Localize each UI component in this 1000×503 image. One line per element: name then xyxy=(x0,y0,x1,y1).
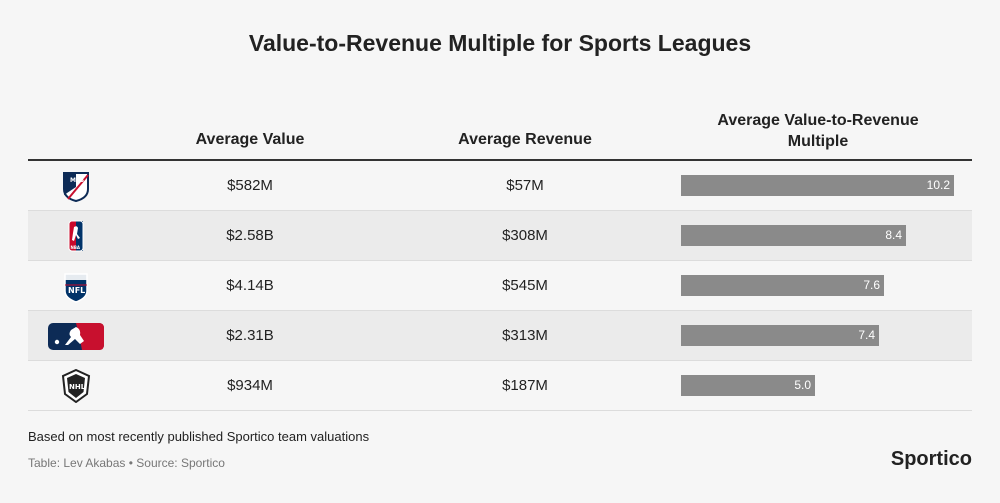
column-header-multiple: Average Value-to-Revenue Multiple xyxy=(680,110,956,152)
average-revenue-cell: $57M xyxy=(506,177,544,194)
source-credit: Table: Lev Akabas • Source: Sportico xyxy=(28,456,225,470)
svg-text:NHL: NHL xyxy=(69,383,86,391)
column-header-average-value: Average Value xyxy=(195,131,305,148)
column-header-multiple-line2: Multiple xyxy=(787,133,849,150)
table-row: $2.31B $313M 7.4 xyxy=(28,311,972,361)
table-row: NBA $2.58B $308M 8.4 xyxy=(28,211,972,261)
multiple-bar xyxy=(681,275,884,296)
sportico-logo: Sportico xyxy=(890,448,972,470)
average-revenue-cell: $187M xyxy=(502,377,548,394)
average-value-cell: $2.58B xyxy=(226,227,274,244)
svg-text:MLS: MLS xyxy=(70,177,84,184)
svg-text:NBA: NBA xyxy=(71,245,81,250)
multiple-bar-label: 7.6 xyxy=(863,278,880,292)
average-value-cell: $2.31B xyxy=(226,327,274,344)
average-revenue-cell: $545M xyxy=(502,277,548,294)
nba-logo-icon: NBA xyxy=(46,219,106,253)
average-value-cell: $934M xyxy=(227,377,273,394)
footnote: Based on most recently published Sportic… xyxy=(28,429,370,444)
mlb-logo-icon xyxy=(46,319,106,353)
average-revenue-cell: $313M xyxy=(502,327,548,344)
header-divider xyxy=(28,159,972,161)
chart-title: Value-to-Revenue Multiple for Sports Lea… xyxy=(248,30,752,56)
nhl-logo-icon: NHL xyxy=(46,368,106,404)
average-revenue-cell: $308M xyxy=(502,227,548,244)
average-value-cell: $4.14B xyxy=(226,277,274,294)
table-row: NHL $934M $187M 5.0 xyxy=(28,361,972,411)
multiple-bar xyxy=(681,325,879,346)
multiple-bar xyxy=(681,375,815,396)
mls-logo-icon: MLS xyxy=(46,169,106,203)
multiple-bar-label: 8.4 xyxy=(885,228,902,242)
column-header-multiple-line1: Average Value-to-Revenue xyxy=(717,112,919,129)
multiple-bar xyxy=(681,225,906,246)
multiple-bar xyxy=(681,175,954,196)
multiple-bar-label: 10.2 xyxy=(926,178,950,192)
table-row: MLS $582M $57M 10.2 xyxy=(28,161,972,211)
multiple-bar-label: 5.0 xyxy=(794,378,811,392)
table-row: NFL $4.14B $545M 7.6 xyxy=(28,261,972,311)
svg-text:NFL: NFL xyxy=(68,286,85,295)
nfl-logo-icon: NFL xyxy=(46,269,106,303)
multiple-bar-label: 7.4 xyxy=(858,328,875,342)
column-header-average-revenue: Average Revenue xyxy=(458,131,592,148)
average-value-cell: $582M xyxy=(227,177,273,194)
